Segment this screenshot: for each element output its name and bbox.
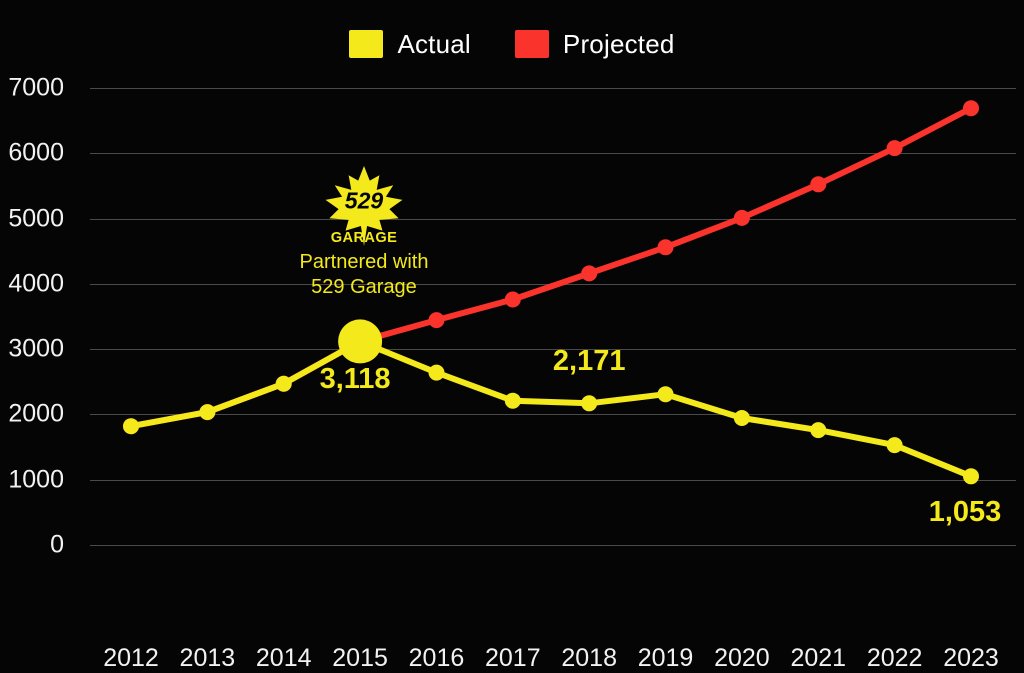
gridline-5000	[90, 218, 1016, 220]
y-axis-tick-7000: 7000	[8, 73, 64, 102]
x-axis-tick-2023: 2023	[943, 644, 999, 672]
data-point-actual-2012[interactable]	[123, 418, 139, 435]
y-axis-tick-6000: 6000	[8, 138, 64, 167]
y-axis-tick-5000: 5000	[8, 204, 64, 233]
y-axis-tick-1000: 1000	[8, 465, 64, 494]
data-point-projected-2016[interactable]	[428, 312, 445, 329]
series-line-actual	[128, 338, 974, 480]
data-point-actual-2023[interactable]	[963, 468, 979, 485]
series-layer	[123, 100, 979, 485]
y-axis-tick-2000: 2000	[8, 399, 64, 428]
data-point-actual-2019[interactable]	[657, 386, 674, 403]
y-axis-tick-0: 0	[50, 530, 64, 559]
data-point-actual-2020[interactable]	[733, 410, 750, 426]
data-point-projected-2019[interactable]	[657, 239, 674, 256]
gridline-2000	[90, 414, 1016, 416]
data-point-actual-2021[interactable]	[810, 422, 827, 439]
data-point-projected-2017[interactable]	[504, 291, 521, 308]
data-point-actual-2022[interactable]	[886, 437, 903, 454]
gridline-1000	[90, 479, 1016, 481]
gridline-0	[90, 545, 1016, 546]
gridline-6000	[90, 153, 1016, 155]
data-point-actual-2017[interactable]	[504, 392, 521, 409]
data-point-actual-2016[interactable]	[428, 364, 445, 381]
data-point-actual-2014[interactable]	[275, 375, 292, 392]
chart-canvas: Actual Projected 0 1000 2000 3000 4000 5000 60…	[8, 30, 1016, 672]
series-line-projected	[128, 105, 974, 430]
gridline-7000	[90, 88, 1016, 89]
y-axis-tick-4000: 4000	[8, 269, 64, 298]
data-point-projected-2018[interactable]	[581, 265, 598, 282]
data-point-projected-2020[interactable]	[733, 209, 750, 226]
data-point-projected-2022[interactable]	[886, 140, 903, 157]
gridline-3000	[90, 349, 1016, 351]
data-point-projected-2023[interactable]	[963, 100, 979, 117]
data-point-actual-2013[interactable]	[199, 404, 216, 421]
y-axis-tick-3000: 3000	[8, 334, 64, 363]
data-point-actual-2018[interactable]	[581, 395, 598, 412]
partnership-marker-2015[interactable]	[338, 319, 383, 364]
data-point-projected-2021[interactable]	[810, 176, 827, 193]
